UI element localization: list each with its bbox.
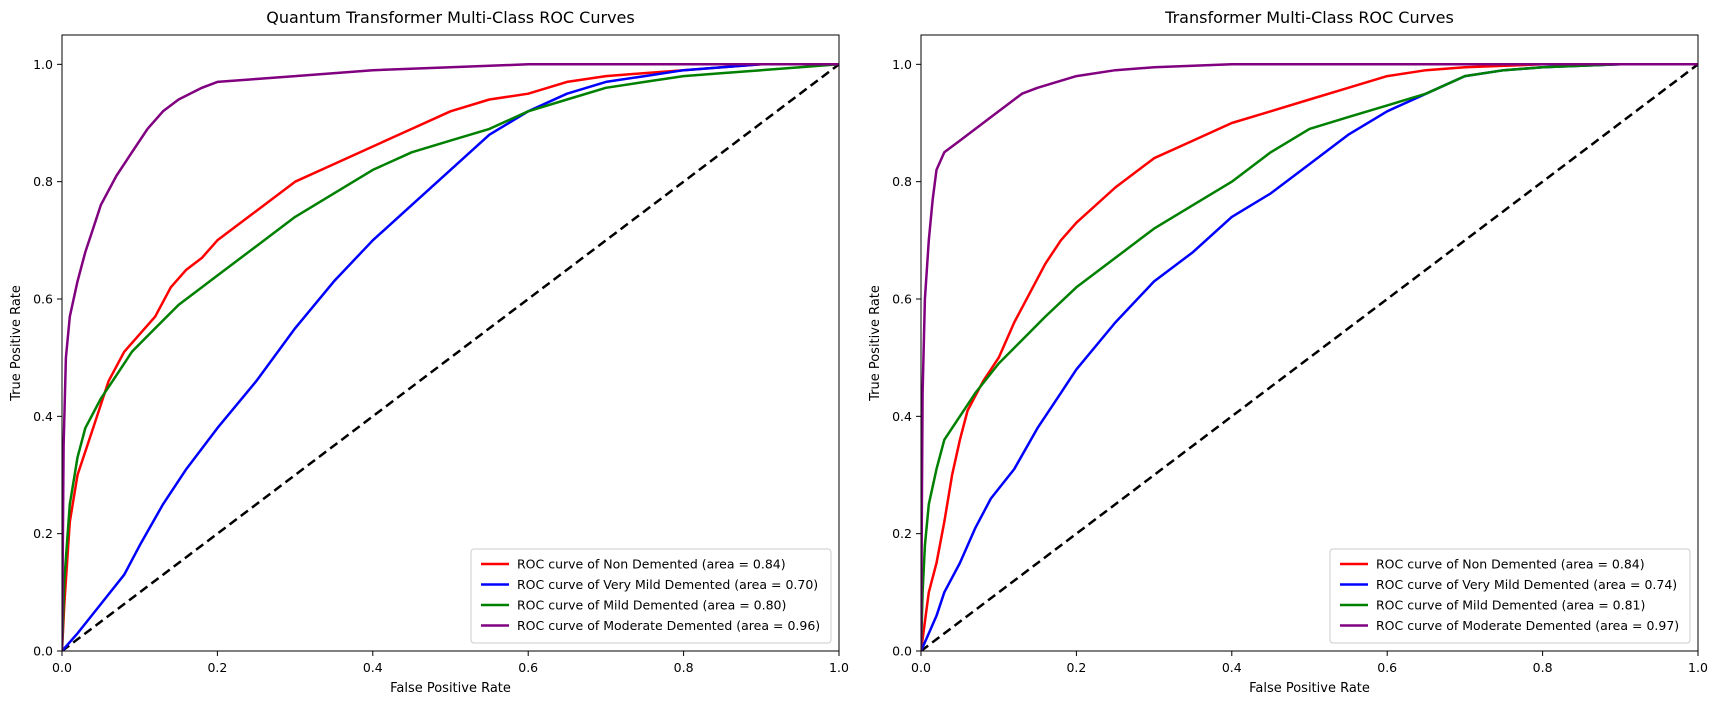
legend: ROC curve of Non Demented (area = 0.84) R… (470, 548, 832, 644)
chart-title: Transformer Multi-Class ROC Curves (1164, 8, 1454, 27)
chart-panel-quantum-transformer: Quantum Transformer Multi-Class ROC Curv… (9, 8, 849, 696)
x-tick-label: 0.4 (1222, 660, 1242, 675)
y-tick-label: 0.8 (33, 174, 53, 189)
legend-entry: ROC curve of Very Mild Demented (area = … (517, 577, 818, 592)
y-tick-label: 0.2 (892, 526, 912, 541)
legend-entry: ROC curve of Mild Demented (area = 0.80) (517, 598, 786, 613)
plot-frame (920, 34, 1699, 652)
x-axis-label: False Positive Rate (390, 681, 511, 696)
y-tick-label: 1.0 (892, 57, 912, 72)
legend-entry: ROC curve of Non Demented (area = 0.84) (517, 557, 786, 572)
x-tick-label: 1.0 (1688, 660, 1708, 675)
legend-box (470, 548, 832, 644)
y-tick-label: 0.4 (892, 409, 912, 424)
roc-curve-series-3 (62, 63, 839, 651)
x-tick-label: 0.2 (1066, 660, 1086, 675)
legend-entry: ROC curve of Moderate Demented (area = 0… (1376, 618, 1679, 633)
x-tick-label: 0.6 (518, 660, 538, 675)
y-tick-label: 0.0 (892, 644, 912, 659)
y-tick-label: 1.0 (33, 57, 53, 72)
legend-entry: ROC curve of Mild Demented (area = 0.81) (1376, 598, 1645, 613)
legend: ROC curve of Non Demented (area = 0.84) R… (1329, 548, 1691, 644)
x-tick-label: 0.2 (207, 660, 227, 675)
y-tick-label: 0.6 (33, 292, 53, 307)
roc-curve-series-1 (62, 63, 839, 651)
x-tick-label: 0.4 (363, 660, 383, 675)
plot-frame (61, 34, 840, 652)
x-tick-label: 0.0 (52, 660, 72, 675)
roc-curve-series-2 (62, 63, 839, 651)
legend-entry: ROC curve of Non Demented (area = 0.84) (1376, 557, 1645, 572)
y-tick-label: 0.0 (33, 644, 53, 659)
legend-entry: ROC curve of Very Mild Demented (area = … (1376, 577, 1677, 592)
x-tick-label: 0.8 (1533, 660, 1553, 675)
roc-curve-series-3 (921, 63, 1698, 651)
x-tick-label: 0.6 (1377, 660, 1397, 675)
roc-curve-series-2 (921, 63, 1698, 651)
roc-curve-series-0 (921, 63, 1698, 651)
y-tick-label: 0.8 (892, 174, 912, 189)
x-tick-label: 1.0 (829, 660, 849, 675)
y-tick-label: 0.2 (33, 526, 53, 541)
y-tick-label: 0.4 (33, 409, 53, 424)
y-tick-label: 0.6 (892, 292, 912, 307)
y-axis-label: True Positive Rate (9, 285, 24, 402)
chart-title: Quantum Transformer Multi-Class ROC Curv… (266, 8, 634, 27)
x-tick-label: 0.8 (674, 660, 694, 675)
x-axis-label: False Positive Rate (1249, 681, 1370, 696)
y-axis-label: True Positive Rate (868, 285, 883, 402)
legend-box (1329, 548, 1691, 644)
chance-diagonal-line (921, 63, 1698, 651)
chart-panel-transformer: Transformer Multi-Class ROC Curves 0.0 0.2… (868, 8, 1708, 696)
legend-entry: ROC curve of Moderate Demented (area = 0… (517, 618, 820, 633)
chance-diagonal-line (62, 63, 839, 651)
x-tick-label: 0.0 (911, 660, 931, 675)
